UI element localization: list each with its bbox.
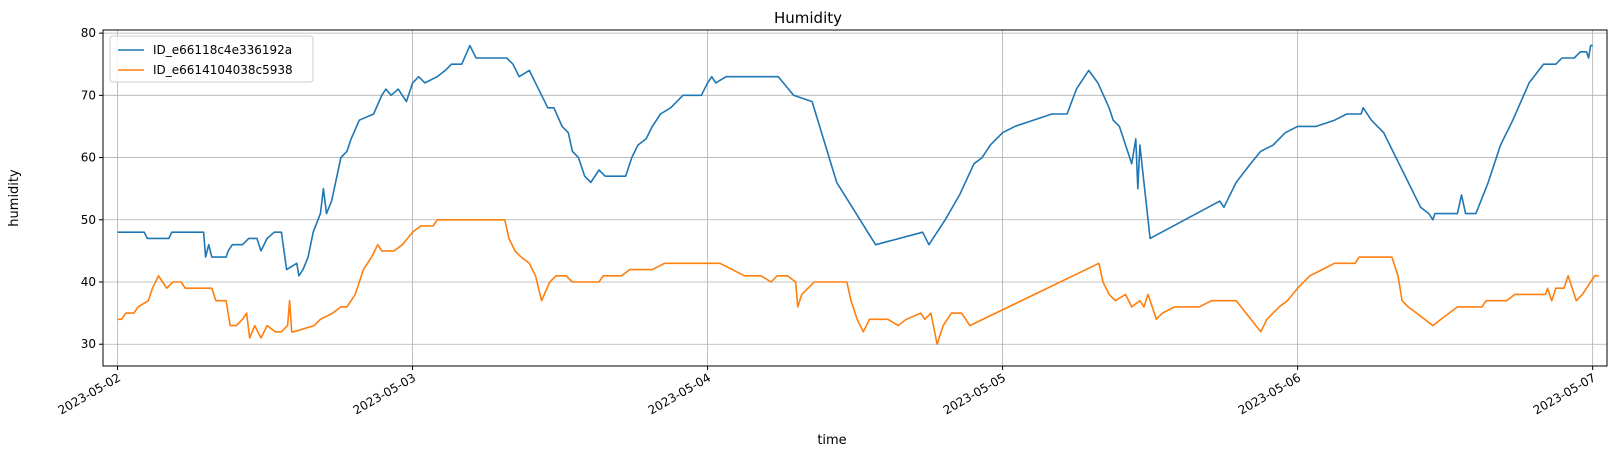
series-line-1 [117,44,1593,277]
plot-frame [102,29,1608,367]
x-tick-label: 2023-05-07 [1531,370,1598,417]
grid [103,30,1607,366]
series-lines [117,44,1599,345]
legend-label-2: ID_e6614104038c5938 [153,63,293,77]
y-tick-label: 50 [81,213,96,227]
x-axis: 2023-05-02 2023-05-03 2023-05-04 2023-05-05… [56,366,1598,417]
y-axis: 30 40 50 60 70 80 [81,26,103,351]
x-tick-label: 2023-05-02 [56,370,123,417]
legend-label-1: ID_e66118c4e336192a [153,43,292,57]
x-tick-label: 2023-05-04 [646,370,713,417]
legend-box [109,35,314,83]
chart-title: Humidity [774,9,842,27]
legend: ID_e66118c4e336192a ID_e6614104038c5938 [109,35,314,83]
series-line-2 [117,219,1599,345]
y-tick-label: 60 [81,151,96,165]
x-axis-title: time [817,433,846,448]
y-axis-title: humidity [7,169,22,227]
y-tick-label: 70 [81,88,96,102]
y-tick-label: 80 [81,26,96,40]
x-tick-label: 2023-05-03 [351,370,418,417]
y-tick-label: 30 [81,337,96,351]
x-tick-label: 2023-05-06 [1236,370,1303,417]
x-tick-label: 2023-05-05 [941,370,1008,417]
y-tick-label: 40 [81,275,96,289]
